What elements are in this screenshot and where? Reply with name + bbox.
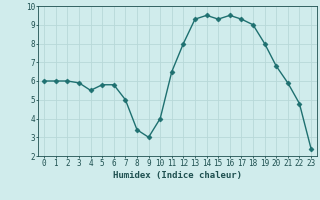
X-axis label: Humidex (Indice chaleur): Humidex (Indice chaleur): [113, 171, 242, 180]
